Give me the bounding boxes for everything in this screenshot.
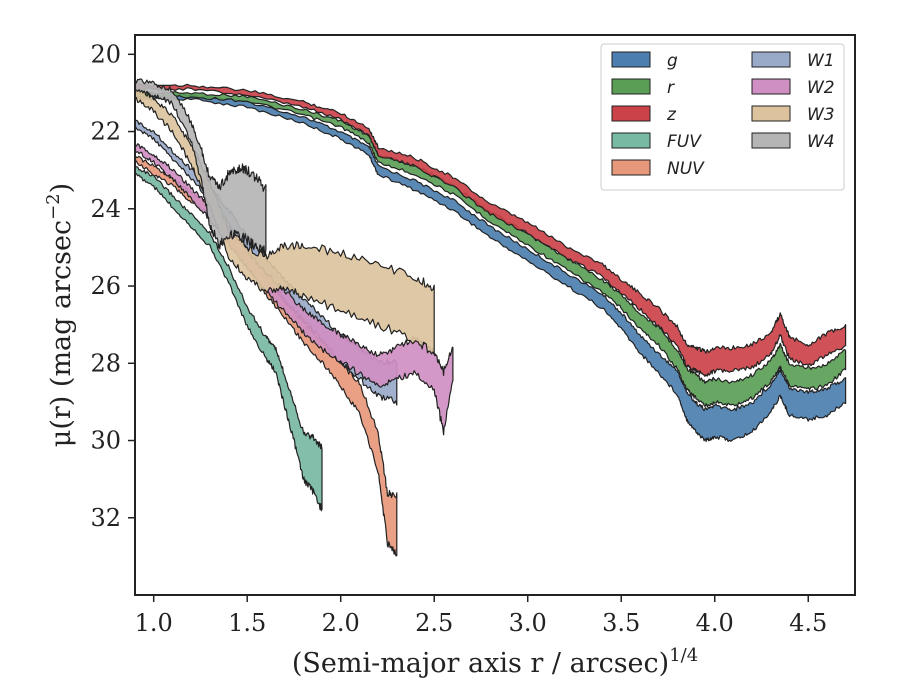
band-fuv bbox=[135, 164, 323, 512]
legend-label-r: r bbox=[667, 78, 675, 98]
y-tick-label: 24 bbox=[90, 195, 121, 223]
y-tick-label: 26 bbox=[90, 272, 121, 300]
legend-label-w2: W2 bbox=[807, 78, 835, 98]
x-tick-label: 4.0 bbox=[696, 609, 734, 637]
legend-label-g: g bbox=[667, 51, 678, 71]
y-tick-label: 22 bbox=[90, 118, 121, 146]
x-axis-label: (Semi-major axis r / arcsec)1/4 bbox=[292, 645, 698, 679]
legend-label-fuv: FUV bbox=[667, 132, 702, 152]
y-tick-label: 30 bbox=[90, 427, 121, 455]
band-g bbox=[135, 92, 847, 443]
legend-swatch-fuv bbox=[611, 132, 651, 149]
band-w4 bbox=[135, 78, 267, 256]
y-axis: 20 22 24 26 28 30 32 bbox=[90, 40, 135, 532]
x-tick-label: 1.5 bbox=[228, 609, 266, 637]
legend-label-w4: W4 bbox=[807, 132, 835, 152]
bands-layer bbox=[135, 78, 847, 557]
legend-swatch-r bbox=[611, 78, 651, 95]
y-axis-label: μ(r) (mag arcsec−2) bbox=[43, 183, 77, 447]
x-tick-label: 1.0 bbox=[135, 609, 173, 637]
plot-frame bbox=[134, 34, 856, 596]
y-tick-label: 20 bbox=[90, 40, 121, 68]
x-tick-label: 3.0 bbox=[509, 609, 547, 637]
legend-swatch-w4 bbox=[751, 132, 791, 149]
legend-swatch-z bbox=[611, 105, 651, 122]
legend-swatch-g bbox=[611, 51, 651, 68]
y-tick-label: 28 bbox=[90, 349, 121, 377]
legend-swatch-w2 bbox=[751, 78, 791, 95]
legend-swatch-w1 bbox=[751, 51, 791, 68]
legend-swatch-w3 bbox=[751, 105, 791, 122]
x-tick-label: 2.0 bbox=[322, 609, 360, 637]
legend-label-w1: W1 bbox=[807, 51, 835, 71]
y-tick-label: 32 bbox=[90, 504, 121, 532]
x-axis: 1.0 1.5 2.0 2.5 3.0 3.5 4.0 4.5 bbox=[135, 595, 827, 637]
legend-swatch-nuv bbox=[611, 159, 651, 176]
legend-label-nuv: NUV bbox=[667, 159, 705, 179]
legend-label-z: z bbox=[666, 105, 677, 125]
x-tick-label: 3.5 bbox=[602, 609, 640, 637]
x-tick-label: 2.5 bbox=[415, 609, 453, 637]
legend-label-w3: W3 bbox=[807, 105, 835, 125]
x-tick-label: 4.5 bbox=[789, 609, 827, 637]
band-z bbox=[135, 83, 847, 377]
legend: grz FUV NUV W1 W2 W3 W4 bbox=[600, 43, 845, 191]
